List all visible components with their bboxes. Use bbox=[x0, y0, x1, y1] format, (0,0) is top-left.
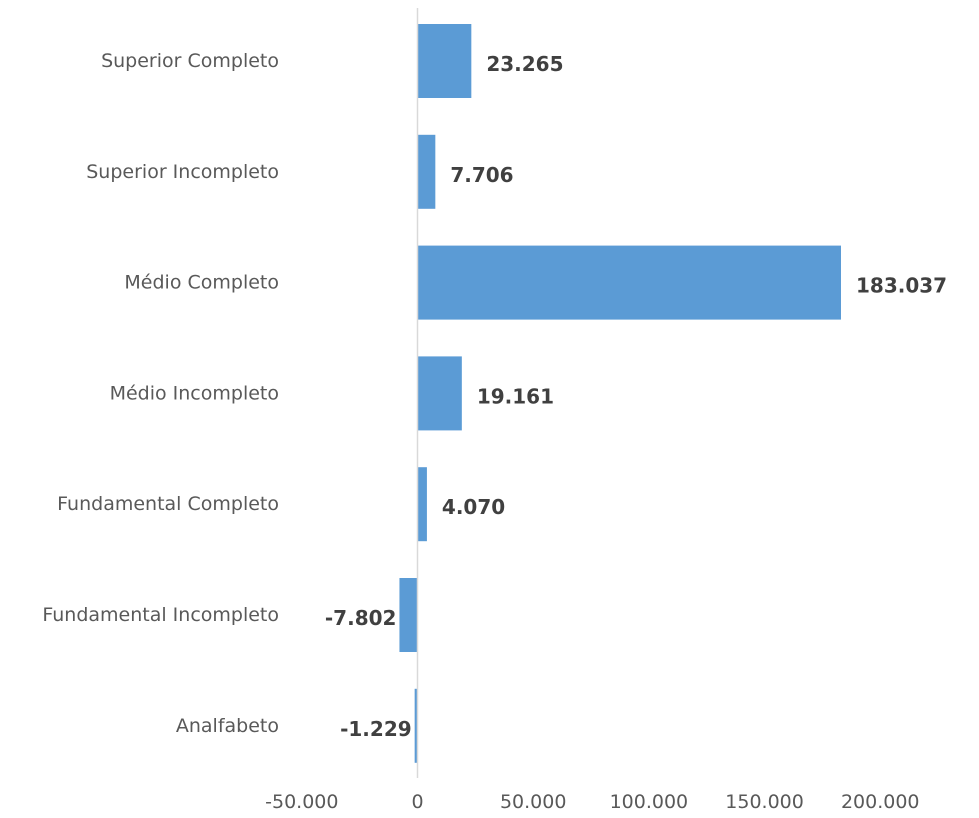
data-label-fundamental-incompleto: -7.802 bbox=[325, 606, 397, 630]
category-label-fundamental-incompleto: Fundamental Incompleto bbox=[42, 604, 279, 626]
bar-medio-completo bbox=[417, 245, 841, 320]
bar-superior-completo bbox=[417, 24, 472, 98]
data-label-medio-completo: 183.037 bbox=[856, 274, 947, 298]
category-label-superior-incompleto: Superior Incompleto bbox=[86, 161, 279, 183]
category-label-analfabeto: Analfabeto bbox=[176, 715, 279, 737]
x-tick-label: -50.000 bbox=[265, 791, 338, 813]
x-tick-label: 50.000 bbox=[500, 791, 566, 813]
x-tick-label: 100.000 bbox=[610, 791, 689, 813]
data-label-superior-incompleto: 7.706 bbox=[450, 163, 513, 187]
bars-group bbox=[399, 24, 841, 763]
category-label-medio-incompleto: Médio Incompleto bbox=[110, 382, 279, 404]
category-labels: Superior Completo Superior Incompleto Médi… bbox=[42, 50, 279, 737]
bar-fundamental-completo bbox=[417, 467, 427, 542]
x-tick-label: 0 bbox=[411, 791, 423, 813]
data-labels: 23.265 7.706 183.037 19.161 4.070 -7.802 -1.22… bbox=[325, 52, 947, 741]
data-label-superior-completo: 23.265 bbox=[486, 52, 563, 76]
x-axis-tick-labels: -50.000 0 50.000 100.000 150.000 200.000 bbox=[265, 791, 919, 813]
category-label-fundamental-completo: Fundamental Completo bbox=[57, 493, 279, 515]
category-label-medio-completo: Médio Completo bbox=[124, 272, 279, 294]
bar-analfabeto bbox=[414, 688, 418, 763]
x-tick-label: 200.000 bbox=[841, 791, 920, 813]
data-label-fundamental-completo: 4.070 bbox=[442, 495, 505, 519]
bar-superior-incompleto bbox=[417, 134, 436, 209]
data-label-analfabeto: -1.229 bbox=[340, 717, 412, 741]
bar-fundamental-incompleto bbox=[399, 578, 418, 652]
data-label-medio-incompleto: 19.161 bbox=[477, 384, 554, 408]
category-label-superior-completo: Superior Completo bbox=[101, 50, 279, 72]
x-tick-label: 150.000 bbox=[725, 791, 804, 813]
bar-medio-incompleto bbox=[417, 356, 462, 431]
